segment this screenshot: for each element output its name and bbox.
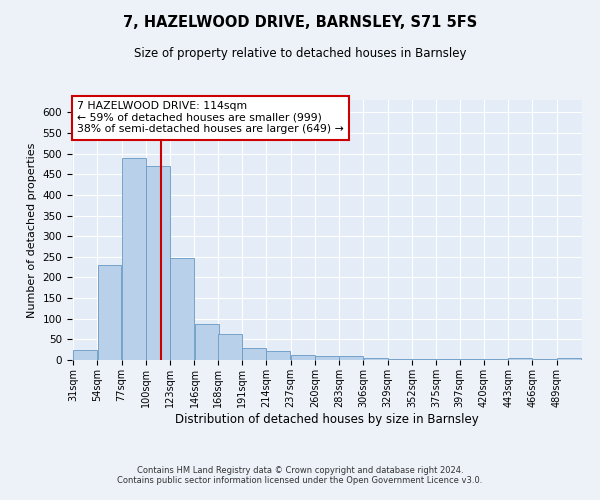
X-axis label: Distribution of detached houses by size in Barnsley: Distribution of detached houses by size … (175, 412, 479, 426)
Bar (412, 359, 436, 360)
Text: 7 HAZELWOOD DRIVE: 114sqm
← 59% of detached houses are smaller (999)
38% of semi: 7 HAZELWOOD DRIVE: 114sqm ← 59% of detac… (77, 102, 344, 134)
Text: Contains HM Land Registry data © Crown copyright and database right 2024.
Contai: Contains HM Land Registry data © Crown c… (118, 466, 482, 485)
Bar (557, 358, 581, 360)
Bar (533, 359, 557, 360)
Bar (388, 359, 412, 360)
Bar (97, 265, 121, 360)
Bar (242, 348, 266, 360)
Bar (484, 359, 508, 360)
Text: Size of property relative to detached houses in Barnsley: Size of property relative to detached ho… (134, 48, 466, 60)
Bar (170, 258, 194, 360)
Bar (266, 351, 290, 360)
Bar (364, 358, 388, 360)
Bar (460, 359, 484, 360)
Bar (508, 358, 532, 360)
Text: 7, HAZELWOOD DRIVE, BARNSLEY, S71 5FS: 7, HAZELWOOD DRIVE, BARNSLEY, S71 5FS (123, 15, 477, 30)
Bar (146, 166, 170, 360)
Bar (218, 334, 242, 360)
Bar (73, 350, 97, 360)
Bar (436, 359, 460, 360)
Bar (315, 356, 339, 360)
Bar (194, 324, 218, 360)
Bar (122, 158, 146, 360)
Bar (340, 356, 363, 360)
Bar (291, 355, 314, 360)
Y-axis label: Number of detached properties: Number of detached properties (27, 142, 37, 318)
